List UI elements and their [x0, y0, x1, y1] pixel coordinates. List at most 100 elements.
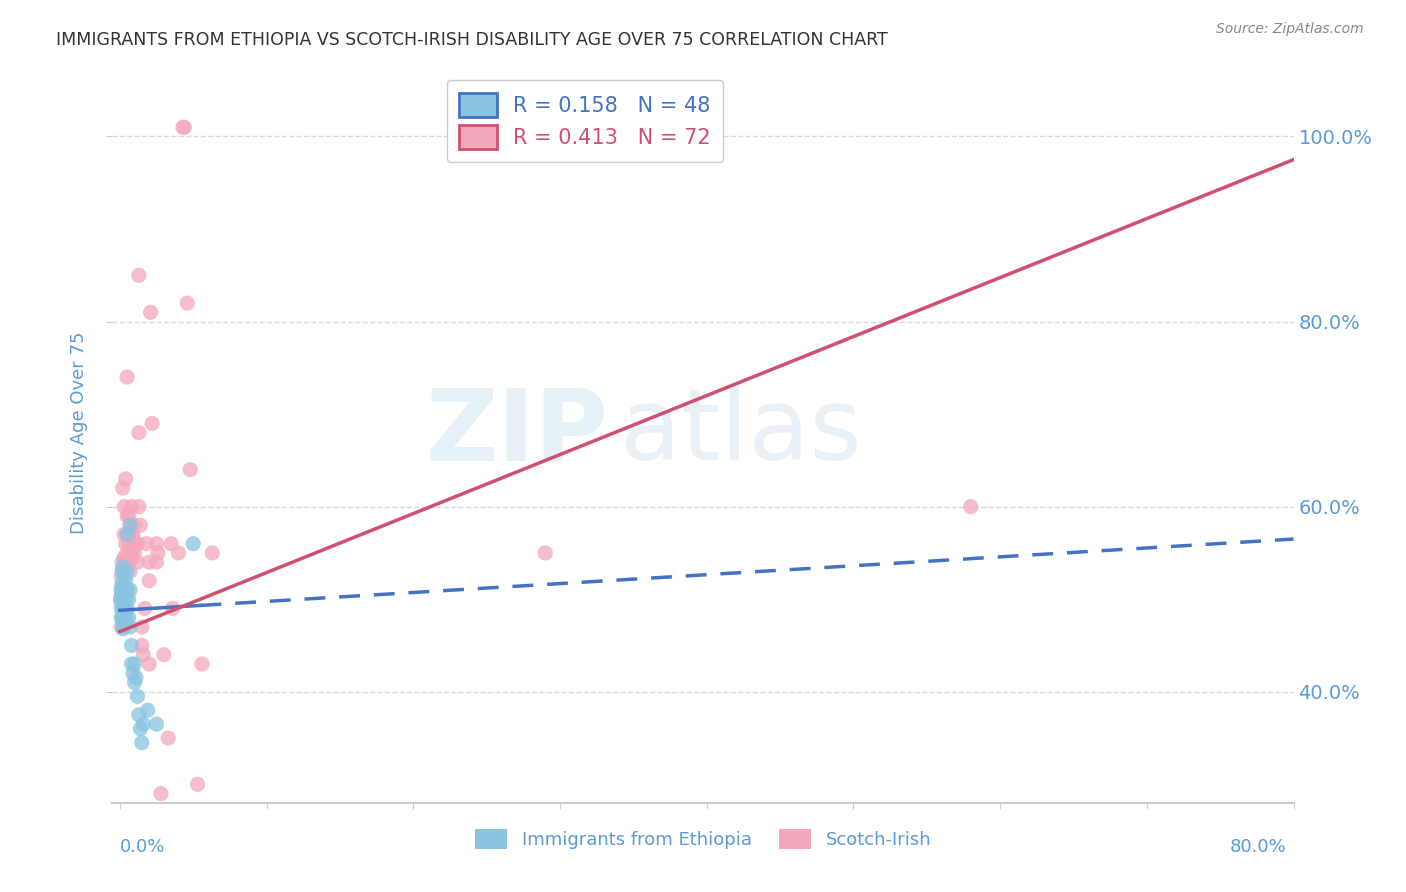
Point: [124, 657, 146, 671]
Point: [181, 536, 204, 550]
Point: [153, 648, 176, 662]
Point: [117, 536, 139, 550]
Point: [112, 500, 135, 514]
Point: [120, 527, 142, 541]
Point: [112, 582, 135, 597]
Point: [115, 565, 138, 579]
Point: [138, 657, 160, 671]
Point: [167, 546, 190, 560]
Point: [111, 559, 134, 574]
Point: [120, 546, 142, 560]
Text: 80.0%: 80.0%: [1230, 838, 1286, 855]
Point: [145, 555, 167, 569]
Point: [127, 555, 149, 569]
Point: [114, 582, 136, 597]
Point: [110, 601, 132, 615]
Point: [959, 500, 981, 514]
Point: [176, 296, 198, 310]
Point: [117, 611, 139, 625]
Point: [112, 550, 135, 565]
Point: [110, 581, 132, 595]
Point: [139, 305, 162, 319]
Point: [157, 731, 180, 745]
Point: [111, 582, 134, 597]
Point: [112, 601, 135, 615]
Point: [115, 370, 138, 384]
Point: [121, 657, 143, 671]
Point: [131, 639, 153, 653]
Point: [145, 717, 167, 731]
Point: [534, 546, 557, 560]
Point: [149, 787, 172, 801]
Point: [187, 777, 209, 791]
Point: [110, 592, 132, 607]
Point: [145, 536, 167, 550]
Point: [121, 500, 143, 514]
Point: [115, 601, 138, 615]
Point: [115, 582, 138, 597]
Point: [124, 675, 146, 690]
Point: [111, 582, 134, 597]
Point: [115, 527, 138, 541]
Point: [131, 620, 153, 634]
Point: [127, 536, 149, 550]
Text: 0.0%: 0.0%: [120, 838, 165, 855]
Point: [201, 546, 224, 560]
Point: [129, 722, 152, 736]
Point: [110, 569, 132, 583]
Point: [138, 555, 160, 569]
Point: [114, 536, 136, 550]
Point: [111, 597, 134, 611]
Point: [115, 527, 138, 541]
Point: [122, 527, 145, 541]
Point: [114, 574, 136, 588]
Point: [114, 472, 136, 486]
Point: [128, 707, 150, 722]
Point: [120, 620, 142, 634]
Point: [111, 622, 134, 636]
Point: [135, 536, 157, 550]
Point: [125, 536, 148, 550]
Point: [132, 717, 155, 731]
Point: [111, 481, 134, 495]
Point: [120, 582, 142, 597]
Point: [117, 592, 139, 607]
Point: [111, 601, 134, 615]
Point: [111, 565, 134, 579]
Point: [114, 582, 136, 597]
Point: [114, 555, 136, 569]
Point: [110, 592, 132, 607]
Point: [114, 603, 136, 617]
Point: [117, 555, 139, 569]
Point: [138, 574, 160, 588]
Point: [129, 518, 152, 533]
Point: [111, 575, 134, 590]
Text: Source: ZipAtlas.com: Source: ZipAtlas.com: [1216, 22, 1364, 37]
Text: IMMIGRANTS FROM ETHIOPIA VS SCOTCH-IRISH DISABILITY AGE OVER 75 CORRELATION CHAR: IMMIGRANTS FROM ETHIOPIA VS SCOTCH-IRISH…: [56, 31, 889, 49]
Text: ZIP: ZIP: [426, 384, 609, 481]
Point: [110, 588, 132, 602]
Point: [128, 500, 150, 514]
Point: [124, 536, 146, 550]
Point: [122, 666, 145, 681]
Point: [122, 550, 145, 565]
Point: [120, 518, 142, 533]
Text: atlas: atlas: [620, 384, 862, 481]
Point: [125, 671, 148, 685]
Point: [136, 703, 159, 717]
Point: [111, 615, 134, 630]
Point: [110, 611, 132, 625]
Point: [128, 268, 150, 283]
Point: [110, 597, 132, 611]
Point: [121, 639, 143, 653]
Point: [120, 518, 142, 533]
Point: [111, 611, 134, 625]
Point: [131, 736, 153, 750]
Point: [110, 620, 132, 634]
Point: [112, 592, 135, 607]
Point: [173, 120, 195, 135]
Point: [121, 546, 143, 560]
Point: [111, 611, 134, 625]
Point: [132, 648, 155, 662]
Point: [111, 565, 134, 579]
